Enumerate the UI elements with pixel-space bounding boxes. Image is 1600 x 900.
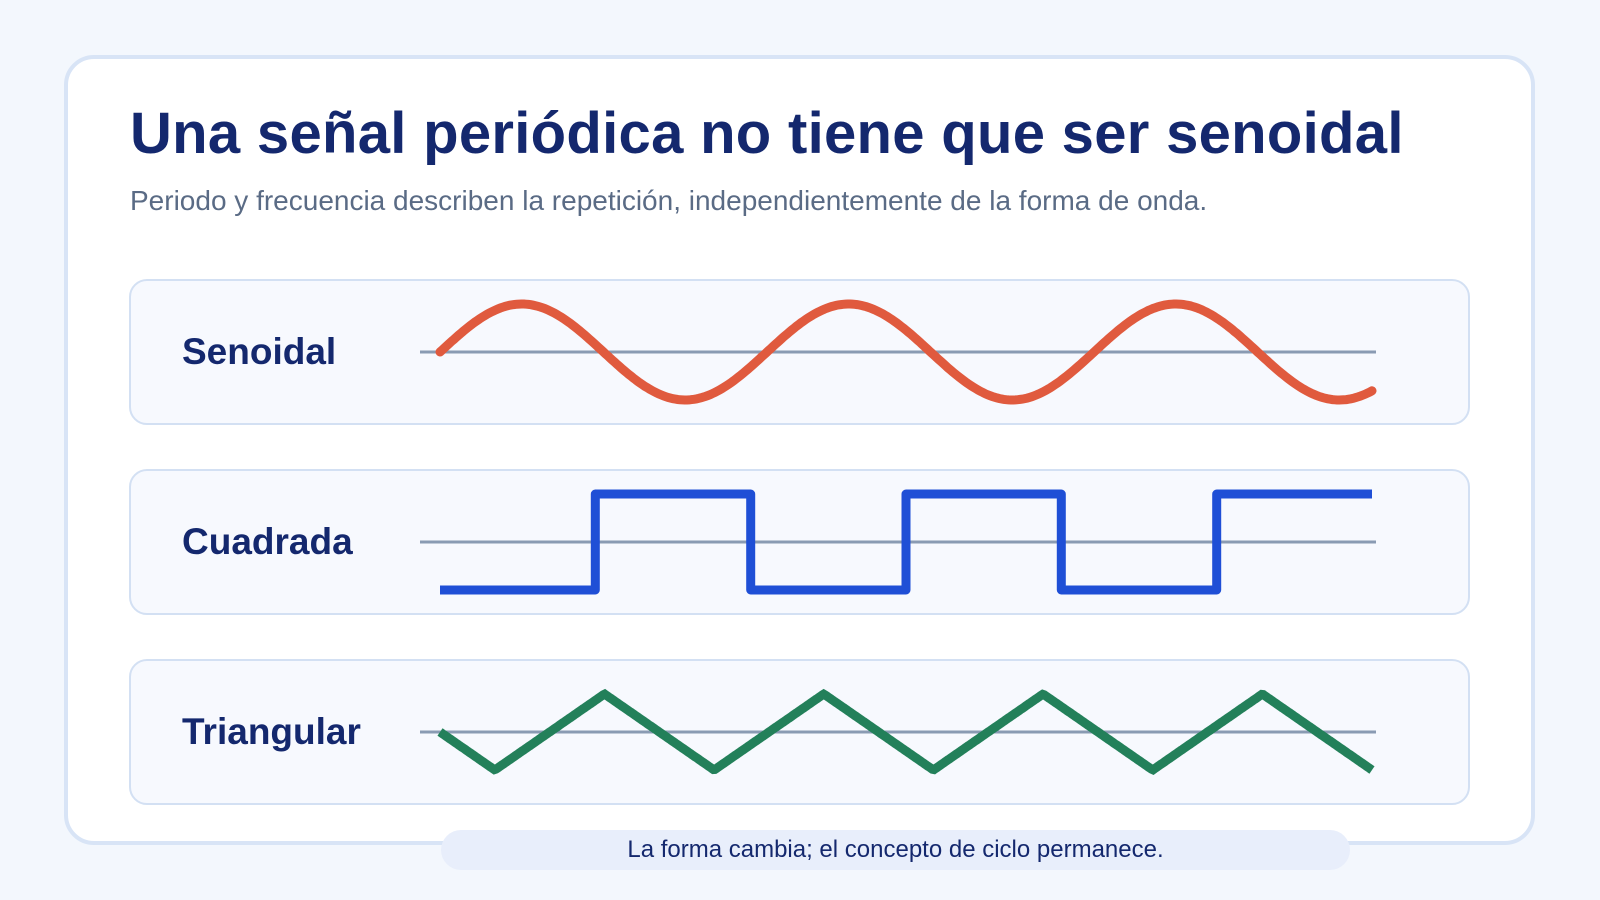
wave-label-triangle: Triangular [182,711,361,752]
wave-label-square: Cuadrada [182,521,353,562]
wave-label-sine: Senoidal [182,331,337,372]
page-subtitle: Periodo y frecuencia describen la repeti… [130,185,1208,216]
wave-panel-sine: Senoidal [129,279,1470,425]
page-title: Una señal periódica no tiene que ser sen… [130,101,1404,166]
wave-panel-triangle: Triangular [129,659,1470,805]
wave-panel-square: Cuadrada [129,469,1470,615]
footer-note: La forma cambia; el concepto de ciclo pe… [441,830,1350,870]
